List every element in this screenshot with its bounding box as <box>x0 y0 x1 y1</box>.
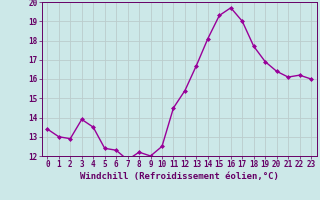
X-axis label: Windchill (Refroidissement éolien,°C): Windchill (Refroidissement éolien,°C) <box>80 172 279 181</box>
